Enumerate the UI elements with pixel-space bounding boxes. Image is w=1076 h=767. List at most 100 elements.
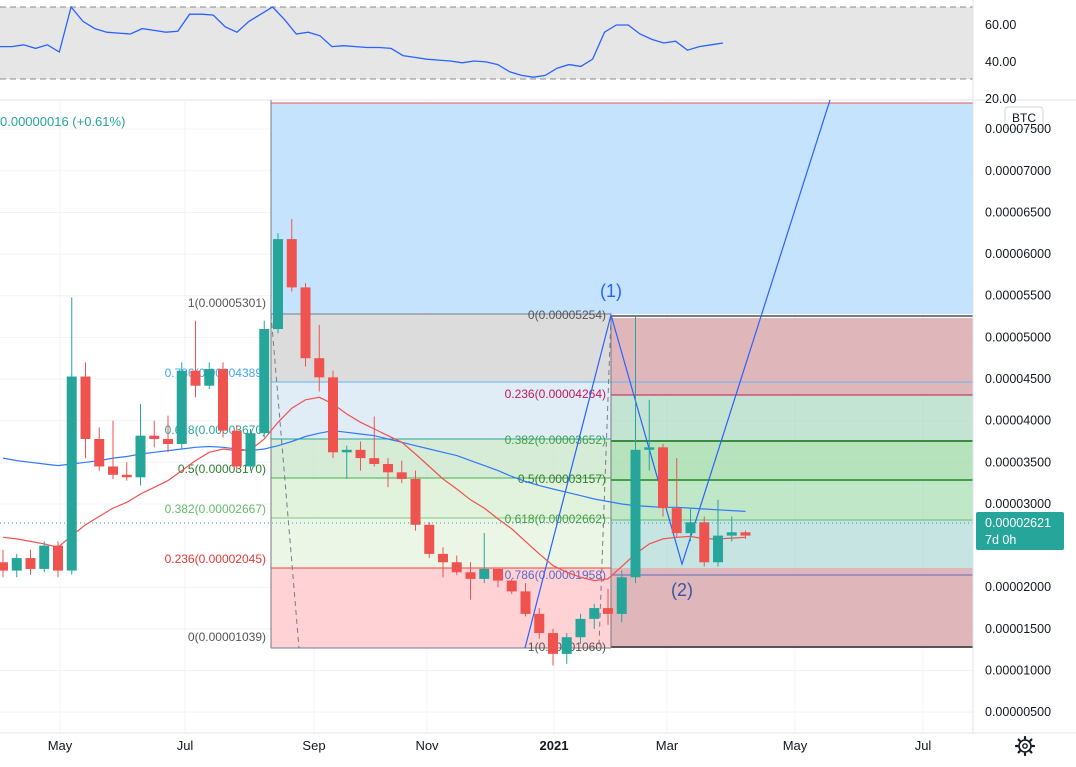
wave-label-2: (2) (671, 580, 693, 600)
candle (341, 445, 352, 479)
fib-left-zone-0786-0618 (271, 382, 611, 439)
candle (548, 628, 558, 666)
fib-right-labels: 0(0.00005254) 0.236(0.00004264) 0.382(0.… (505, 308, 606, 654)
candle-body (176, 370, 187, 444)
rsi-pane (0, 5, 973, 80)
candle (204, 362, 215, 390)
candle-body (534, 613, 545, 634)
candle (589, 603, 600, 629)
fib-right-label-0: 0(0.00005254) (528, 308, 606, 322)
price-tick: 0.00001500 (985, 622, 1051, 636)
candle (231, 424, 242, 471)
candle (740, 530, 751, 539)
time-tick-mar-2021: Mar (656, 738, 679, 753)
candle-body (465, 572, 476, 579)
candle (121, 462, 132, 481)
candle-body (369, 458, 380, 464)
time-axis[interactable]: May Jul Sep Nov 2021 Mar May Jul (0, 732, 1076, 757)
candle (80, 362, 91, 459)
candle (699, 516, 710, 567)
fib-right-label-05: 0.5(0.00003157) (518, 472, 606, 486)
candle-body (548, 633, 558, 654)
price-pane: 1(0.00005301) 0.786(0.00004389) 0.618(0.… (0, 99, 973, 733)
time-tick-2021: 2021 (540, 738, 569, 753)
candle (671, 458, 682, 538)
fib-left-zone-05-0382 (271, 478, 611, 518)
candle-body (163, 438, 173, 444)
candles-group (0, 219, 751, 666)
candle (713, 499, 723, 567)
price-scale[interactable]: 60.00 40.00 20.00 BTC 0.00007500 0.000070… (972, 0, 1064, 733)
candle (369, 416, 380, 467)
candle (424, 522, 435, 559)
fib-right-label-0786: 0.786(0.00001958) (505, 568, 606, 582)
candle (11, 553, 22, 578)
candle-body (121, 474, 132, 478)
candle (25, 549, 36, 575)
fib-right-zone-0618-0786 (611, 520, 973, 568)
price-tick: 0.00007500 (985, 122, 1051, 136)
candle (644, 399, 655, 471)
candle-body (658, 447, 668, 509)
price-tick: 0.00002000 (985, 580, 1051, 594)
fib-right-zone-05-0618 (611, 480, 973, 520)
candle (66, 297, 77, 575)
candle-body (506, 580, 517, 592)
candle-body (135, 435, 146, 478)
candle-body (713, 535, 723, 563)
candle-body (11, 558, 22, 571)
price-tick: 0.00005500 (985, 289, 1051, 303)
fib-right-zone-0-0236 (611, 318, 973, 395)
price-tick: 0.00003500 (985, 455, 1051, 469)
candle-body (589, 608, 600, 619)
gear-icon[interactable] (1014, 735, 1036, 757)
candle-body (39, 545, 50, 569)
fib-left-zone-above (271, 103, 973, 314)
fib-right-trend (598, 315, 612, 646)
candle-body (53, 545, 63, 571)
candle-body (190, 370, 201, 386)
fib-left-label-0236: 0.236(0.00002045) (165, 552, 266, 566)
candle (479, 533, 490, 584)
candle-body (630, 449, 641, 578)
candle-body (245, 433, 256, 467)
candle (726, 516, 737, 542)
candle (0, 549, 8, 578)
currency-badge[interactable] (1004, 106, 1044, 130)
candle-body (341, 449, 352, 453)
candle (493, 568, 503, 588)
candle-body (286, 239, 297, 288)
candle-body (685, 522, 696, 534)
candle (259, 320, 270, 438)
candle (520, 583, 531, 617)
candle-body (314, 358, 325, 378)
candle (273, 233, 283, 334)
time-tick-may-2021: May (783, 738, 808, 753)
fib-left-zone-0618-05 (271, 439, 611, 478)
candle-body (699, 522, 710, 563)
candle (149, 420, 160, 448)
countdown-label: 7d 0h (985, 533, 1016, 547)
fib-left-zone-1-0786 (271, 314, 611, 382)
wave-label-1: (1) (600, 281, 622, 301)
wave-projection-line[interactable] (524, 99, 831, 649)
candle-body (493, 568, 503, 581)
candle (534, 608, 545, 639)
time-tick-may-2020: May (48, 738, 73, 753)
candle-body (671, 508, 682, 534)
time-tick-nov-2020: Nov (415, 738, 439, 753)
candle-body (520, 591, 531, 614)
candle-body (231, 430, 242, 467)
candle (355, 441, 366, 471)
price-tick: 0.00005000 (985, 330, 1051, 344)
candle (561, 633, 572, 664)
candle (286, 219, 297, 292)
candle-body (355, 449, 366, 459)
candle-body (451, 562, 462, 573)
fib-right-label-0618: 0.618(0.00002662) (505, 512, 606, 526)
price-tick: 0.00000500 (985, 705, 1051, 719)
candle-body (0, 562, 8, 571)
candle-body (204, 369, 215, 386)
